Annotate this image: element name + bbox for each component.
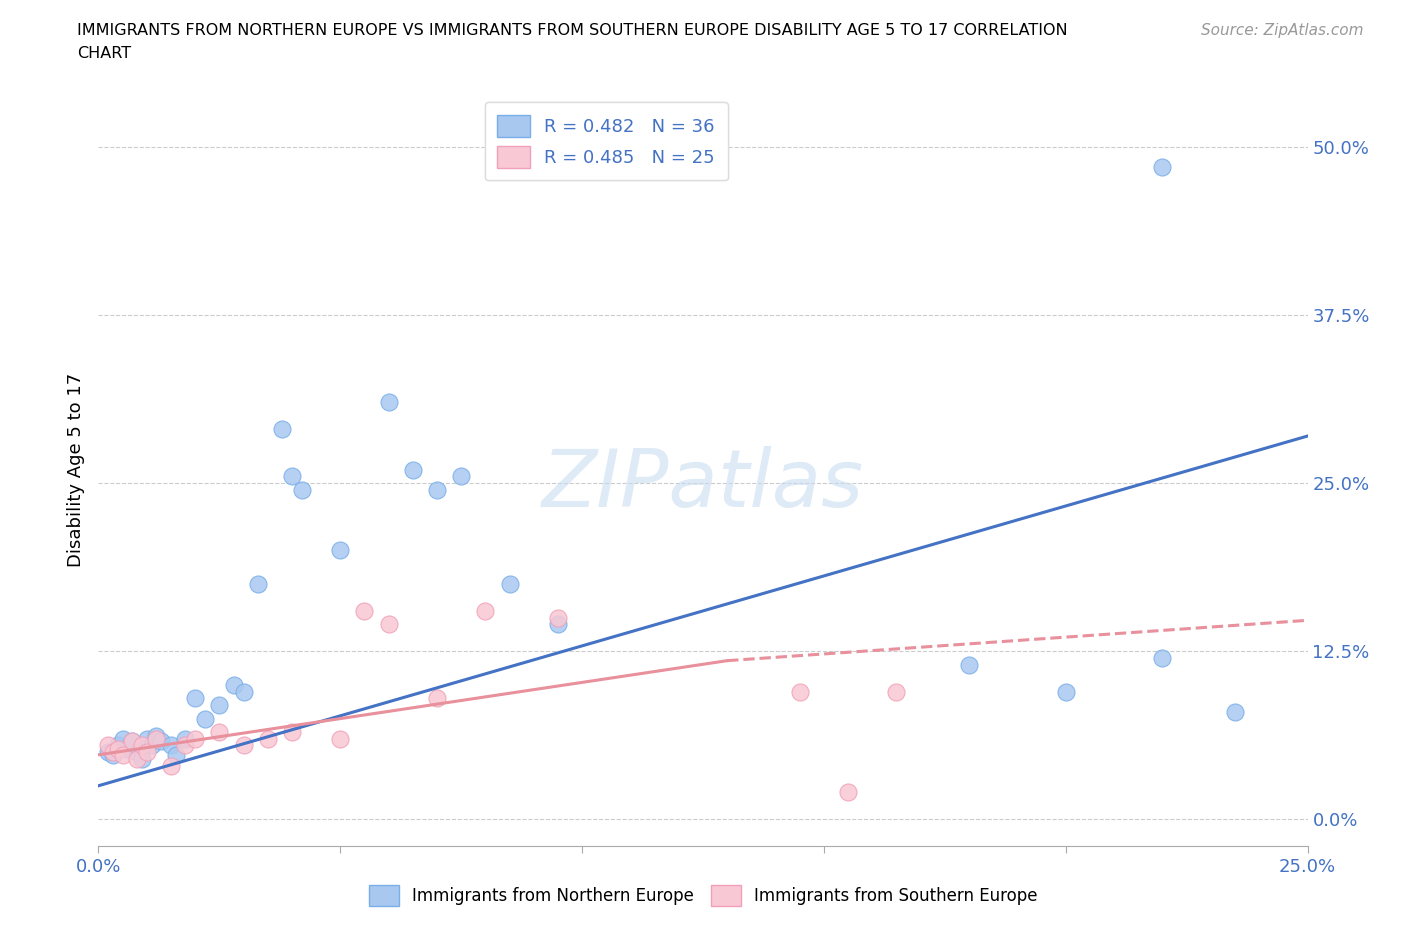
Point xyxy=(97,738,120,753)
Point xyxy=(329,543,352,558)
Point xyxy=(290,483,312,498)
Point xyxy=(101,748,124,763)
Point xyxy=(281,469,304,484)
Point xyxy=(232,684,254,699)
Text: IMMIGRANTS FROM NORTHERN EUROPE VS IMMIGRANTS FROM SOUTHERN EUROPE DISABILITY AG: IMMIGRANTS FROM NORTHERN EUROPE VS IMMIG… xyxy=(77,23,1069,38)
Point xyxy=(150,734,173,749)
Point xyxy=(1223,704,1246,719)
Point xyxy=(107,742,129,757)
Point xyxy=(107,738,129,753)
Point xyxy=(165,748,187,763)
Point xyxy=(208,698,231,712)
Point xyxy=(1054,684,1077,699)
Point xyxy=(426,691,449,706)
Point xyxy=(141,738,163,753)
Point xyxy=(145,728,167,743)
Point xyxy=(256,731,278,746)
Point xyxy=(131,751,153,766)
Point xyxy=(247,577,270,591)
Point xyxy=(789,684,811,699)
Point xyxy=(135,745,157,760)
Point xyxy=(121,734,143,749)
Point xyxy=(547,617,569,631)
Point xyxy=(957,658,980,672)
Point xyxy=(232,738,254,753)
Point xyxy=(208,724,231,739)
Point xyxy=(184,731,207,746)
Point xyxy=(886,684,908,699)
Point xyxy=(377,395,399,410)
Point xyxy=(127,745,149,760)
Point xyxy=(121,734,143,749)
Point xyxy=(281,724,304,739)
Point xyxy=(194,711,217,726)
Text: Source: ZipAtlas.com: Source: ZipAtlas.com xyxy=(1201,23,1364,38)
Point xyxy=(837,785,859,800)
Point xyxy=(174,738,197,753)
Point xyxy=(174,731,197,746)
Point xyxy=(450,469,472,484)
Point xyxy=(1152,651,1174,666)
Point xyxy=(117,742,139,757)
Point xyxy=(329,731,352,746)
Point xyxy=(131,738,153,753)
Point xyxy=(127,751,149,766)
Point xyxy=(377,617,399,631)
Point xyxy=(160,758,183,773)
Point xyxy=(1152,160,1174,175)
Legend: Immigrants from Northern Europe, Immigrants from Southern Europe: Immigrants from Northern Europe, Immigra… xyxy=(361,879,1045,912)
Legend: R = 0.482   N = 36, R = 0.485   N = 25: R = 0.482 N = 36, R = 0.485 N = 25 xyxy=(485,102,728,180)
Point xyxy=(160,738,183,753)
Text: ZIPatlas: ZIPatlas xyxy=(541,445,865,524)
Point xyxy=(426,483,449,498)
Point xyxy=(402,462,425,477)
Point xyxy=(222,677,245,692)
Point xyxy=(474,604,496,618)
Y-axis label: Disability Age 5 to 17: Disability Age 5 to 17 xyxy=(66,373,84,566)
Point xyxy=(271,422,294,437)
Point xyxy=(135,731,157,746)
Point xyxy=(145,731,167,746)
Point xyxy=(353,604,375,618)
Point xyxy=(111,748,134,763)
Point xyxy=(547,610,569,625)
Point xyxy=(498,577,520,591)
Point xyxy=(184,691,207,706)
Point xyxy=(97,745,120,760)
Point xyxy=(101,745,124,760)
Text: CHART: CHART xyxy=(77,46,131,61)
Point xyxy=(111,731,134,746)
